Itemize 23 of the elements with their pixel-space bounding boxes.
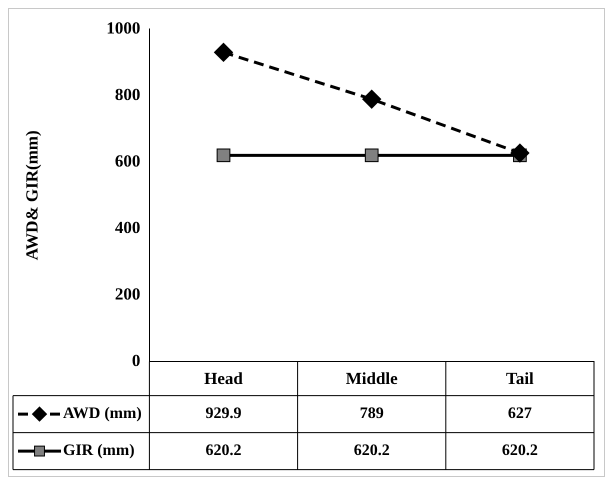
x-tick-label: Tail: [506, 369, 534, 388]
point: [214, 42, 233, 62]
data-label: 620.2: [206, 442, 242, 460]
y-tick-label: 600: [114, 151, 140, 170]
data-label: 627: [508, 405, 532, 422]
y-tick-label: 800: [114, 84, 140, 104]
point: [362, 90, 382, 109]
x-tick-label: Middle: [346, 369, 398, 388]
data-label: 620.2: [354, 442, 390, 460]
y-axis-title: AWD& GIR(mm): [22, 130, 42, 260]
data-label: 789: [360, 405, 384, 422]
point: [364, 148, 379, 162]
point: [216, 148, 230, 162]
legend-label: GIR (mm): [63, 442, 135, 460]
x-tick-label: Head: [204, 369, 244, 388]
legend-label: AWD (mm): [63, 405, 142, 422]
data-label: 929.9: [206, 405, 242, 422]
y-tick-label: 200: [114, 284, 140, 304]
y-tick-label: 0: [132, 350, 140, 370]
y-tick-label: 400: [114, 218, 140, 237]
y-tick-label: 1000: [106, 18, 140, 38]
data-label: 620.2: [502, 442, 538, 460]
point: [510, 144, 530, 163]
